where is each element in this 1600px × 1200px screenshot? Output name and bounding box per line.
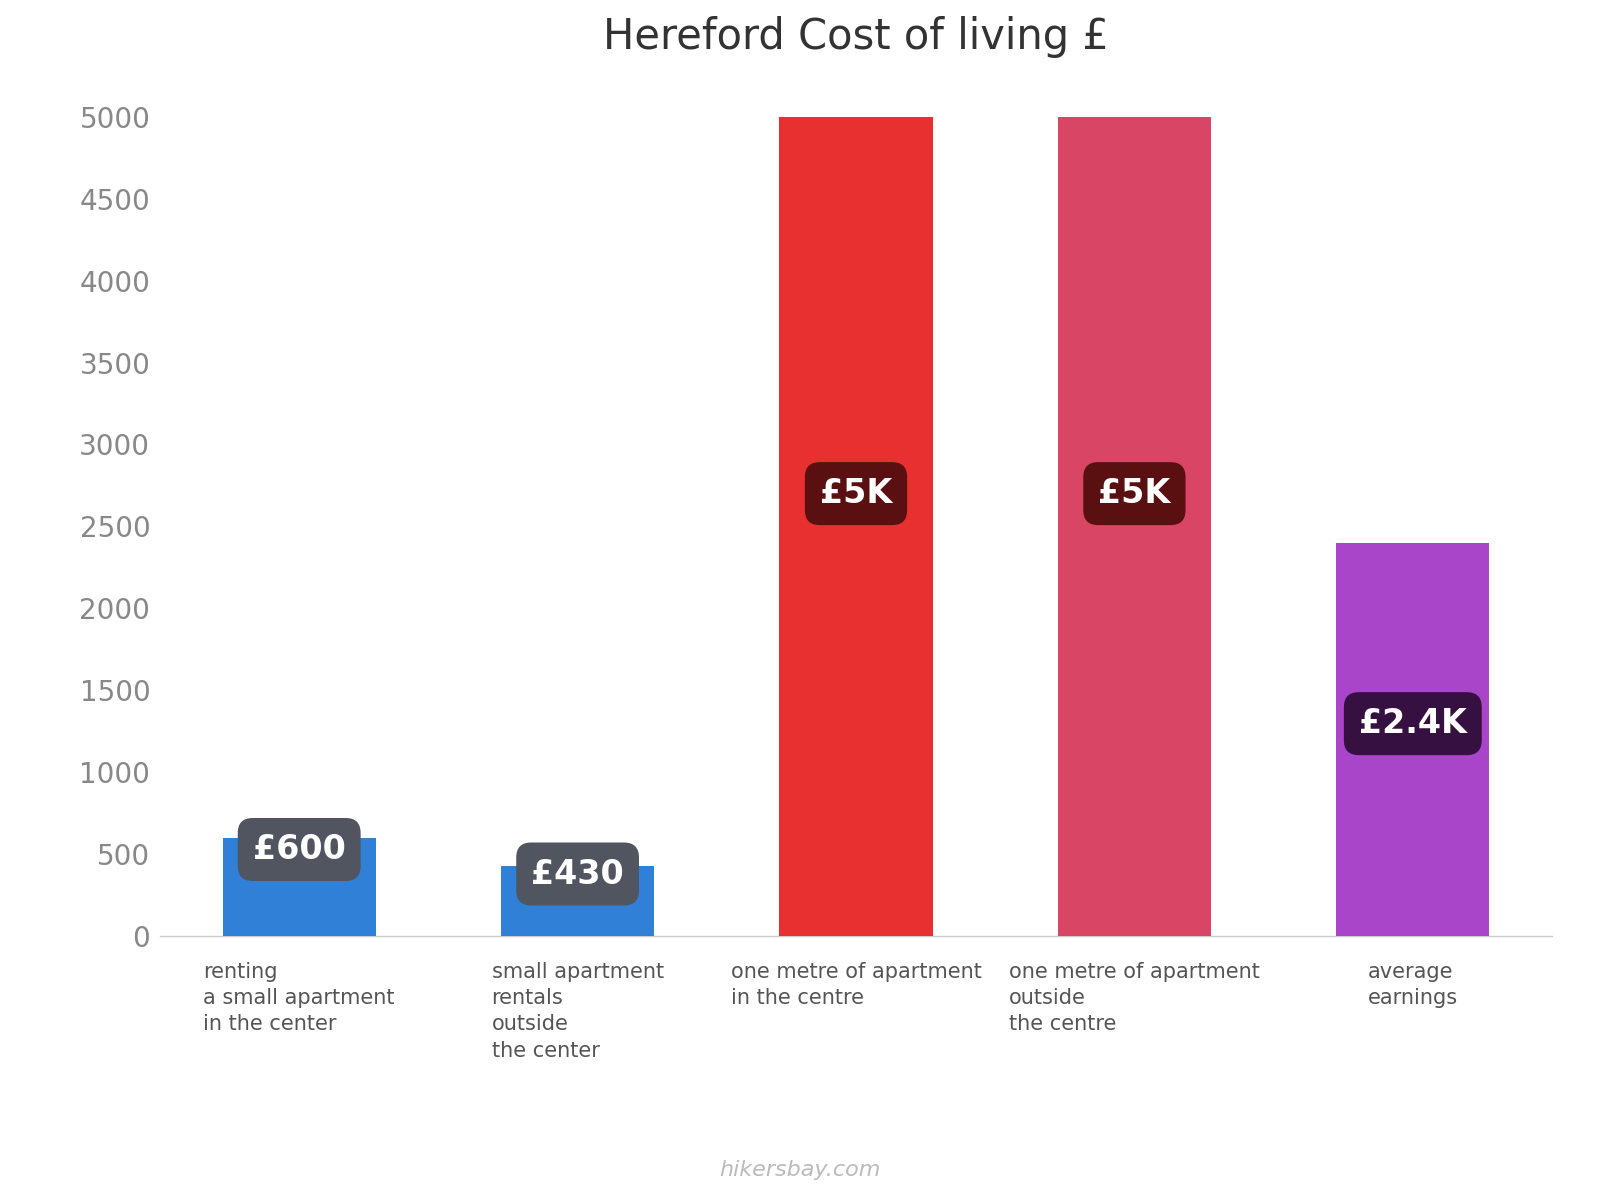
Text: £5K: £5K bbox=[1098, 478, 1171, 510]
Bar bbox=[1336, 542, 1490, 936]
Text: £600: £600 bbox=[253, 833, 346, 866]
Bar bbox=[1058, 116, 1211, 936]
Text: £430: £430 bbox=[531, 858, 624, 890]
Text: £5K: £5K bbox=[819, 478, 893, 510]
Bar bbox=[779, 116, 933, 936]
Bar bbox=[222, 838, 376, 936]
Title: Hereford Cost of living £: Hereford Cost of living £ bbox=[603, 17, 1109, 59]
Text: £2.4K: £2.4K bbox=[1358, 707, 1467, 740]
Bar bbox=[501, 865, 654, 936]
Text: hikersbay.com: hikersbay.com bbox=[720, 1160, 880, 1180]
